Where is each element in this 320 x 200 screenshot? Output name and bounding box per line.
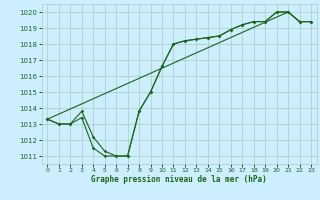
X-axis label: Graphe pression niveau de la mer (hPa): Graphe pression niveau de la mer (hPa): [91, 175, 267, 184]
